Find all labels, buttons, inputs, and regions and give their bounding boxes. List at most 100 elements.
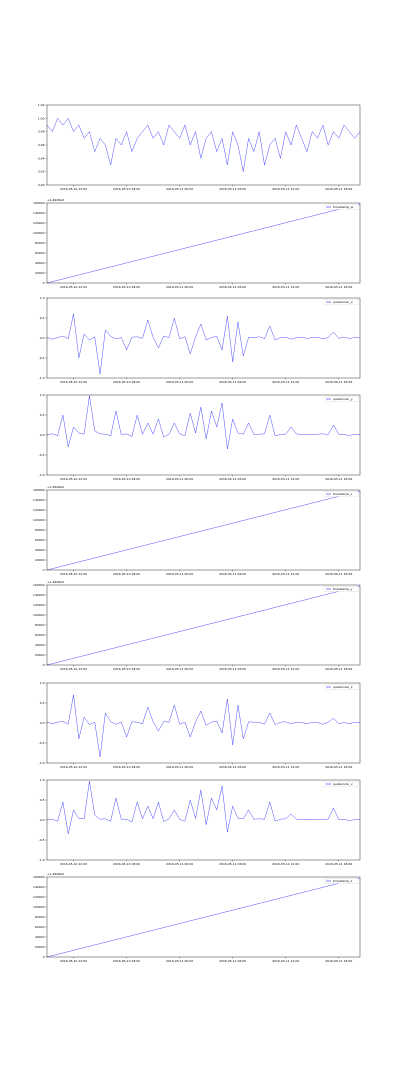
y-tick-label: 60000 [35, 251, 45, 255]
y-tick-label: 0 [43, 955, 45, 959]
y-tick-label: 20000 [35, 271, 45, 275]
y-tick-label: 0.0 [40, 818, 45, 822]
x-tick-label: 2016-05-11 00:00 [166, 572, 193, 576]
x-tick-label: 2016-05-10 18:00 [113, 862, 140, 866]
y-tick-label: 1.0 [40, 296, 45, 300]
data-line [46, 694, 361, 758]
x-tick-label: 2016-05-11 00:00 [166, 959, 193, 963]
x-tick-label: 2016-05-11 18:00 [325, 667, 352, 671]
x-tick-label: 2016-05-11 00:00 [166, 477, 193, 481]
y-tick-label: 120000 [33, 895, 45, 899]
legend-box [323, 684, 359, 690]
offset-text: +1.4628e9 [47, 872, 64, 876]
x-tick-label: 2016-05-11 18:00 [325, 285, 352, 289]
data-line [46, 117, 361, 172]
x-tick-label: 2016-05-10 18:00 [113, 285, 140, 289]
y-tick-label: 0.94 [38, 156, 45, 160]
y-tick-label: 40000 [35, 548, 45, 552]
plot-frame [46, 682, 361, 764]
y-tick-label: 100000 [33, 613, 45, 617]
x-tick-label: 2016-05-10 12:00 [60, 765, 87, 769]
data-line [46, 585, 361, 666]
legend-box [323, 299, 359, 305]
x-tick-label: 2016-05-11 12:00 [272, 572, 299, 576]
y-tick-label: 1.0 [40, 681, 45, 685]
legend-label: timestamp_w [333, 205, 354, 209]
y-tick-label: 0 [43, 568, 45, 572]
y-tick-label: 20000 [35, 945, 45, 949]
legend-label: quaternion_x [333, 300, 353, 304]
x-tick-label: 2016-05-11 00:00 [166, 862, 193, 866]
y-tick-label: -1.0 [39, 761, 45, 765]
legend-label: timestamp_z [333, 879, 353, 883]
x-tick-label: 2016-05-11 12:00 [272, 285, 299, 289]
y-tick-label: 100000 [33, 231, 45, 235]
x-tick-label: 2016-05-11 12:00 [272, 862, 299, 866]
y-tick-label: 0 [43, 663, 45, 667]
y-tick-label: 40000 [35, 261, 45, 265]
y-tick-label: -0.5 [39, 741, 45, 745]
y-tick-label: 160000 [33, 583, 45, 587]
x-tick-label: 2016-05-11 00:00 [166, 187, 193, 191]
x-tick-label: 2016-05-11 18:00 [325, 765, 352, 769]
y-tick-label: 160000 [33, 875, 45, 879]
x-tick-label: 2016-05-11 18:00 [325, 862, 352, 866]
data-line [46, 395, 361, 450]
x-tick-label: 2016-05-10 18:00 [113, 959, 140, 963]
x-tick-label: 2016-05-10 18:00 [113, 187, 140, 191]
y-tick-label: 140000 [33, 885, 45, 889]
data-line [46, 877, 361, 958]
y-tick-label: 120000 [33, 603, 45, 607]
y-tick-label: 140000 [33, 211, 45, 215]
x-tick-label: 2016-05-11 12:00 [272, 380, 299, 384]
x-tick-label: 2016-05-11 06:00 [219, 285, 246, 289]
x-tick-label: 2016-05-10 12:00 [60, 862, 87, 866]
x-tick-label: 2016-05-11 06:00 [219, 187, 246, 191]
x-tick-label: 2016-05-11 06:00 [219, 380, 246, 384]
y-tick-label: 0.5 [40, 413, 45, 417]
x-tick-label: 2016-05-10 12:00 [60, 380, 87, 384]
x-tick-label: 2016-05-11 00:00 [166, 285, 193, 289]
y-tick-label: 0 [43, 281, 45, 285]
y-tick-label: 0.96 [38, 143, 45, 147]
y-tick-label: 100000 [33, 518, 45, 522]
y-tick-label: 80000 [35, 915, 45, 919]
x-tick-label: 2016-05-11 12:00 [272, 959, 299, 963]
y-tick-label: -1.0 [39, 858, 45, 862]
x-tick-label: 2016-05-11 12:00 [272, 667, 299, 671]
x-tick-label: 2016-05-10 18:00 [113, 477, 140, 481]
y-tick-label: 20000 [35, 653, 45, 657]
y-tick-label: 1.0 [40, 393, 45, 397]
y-tick-label: 1.0 [40, 778, 45, 782]
y-tick-label: -1.0 [39, 376, 45, 380]
x-tick-label: 2016-05-10 12:00 [60, 477, 87, 481]
legend-label: quaternion_v [333, 782, 353, 786]
y-tick-label: 80000 [35, 528, 45, 532]
legend-label: quaternion_z [333, 685, 353, 689]
x-tick-label: 2016-05-10 18:00 [113, 765, 140, 769]
legend-box [323, 396, 359, 402]
x-tick-label: 2016-05-10 12:00 [60, 285, 87, 289]
data-line [46, 490, 361, 571]
legend-label: timestamp_y [333, 587, 353, 591]
y-tick-label: 160000 [33, 488, 45, 492]
x-tick-label: 2016-05-10 12:00 [60, 572, 87, 576]
y-tick-label: 0.92 [38, 170, 45, 174]
data-line [47, 781, 361, 835]
y-tick-label: 0.0 [40, 433, 45, 437]
y-tick-label: 160000 [33, 201, 45, 205]
data-line [46, 313, 361, 375]
y-tick-label: 0.5 [40, 701, 45, 705]
y-tick-label: 80000 [35, 623, 45, 627]
x-tick-label: 2016-05-10 18:00 [113, 380, 140, 384]
plot-frame [46, 104, 361, 186]
y-tick-label: 140000 [33, 498, 45, 502]
x-tick-label: 2016-05-11 12:00 [272, 187, 299, 191]
x-tick-label: 2016-05-11 12:00 [272, 477, 299, 481]
x-tick-label: 2016-05-10 12:00 [60, 187, 87, 191]
x-tick-label: 2016-05-10 18:00 [113, 572, 140, 576]
plot-frame [46, 394, 361, 476]
data-line [46, 203, 361, 284]
legend-box [323, 781, 359, 787]
legend-box [323, 204, 359, 210]
